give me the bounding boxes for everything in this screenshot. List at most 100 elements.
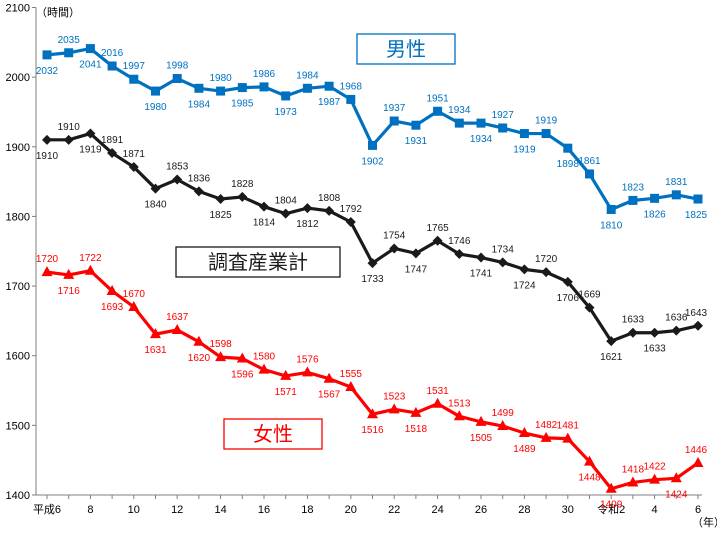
data-point [388, 403, 400, 414]
data-point [541, 129, 551, 139]
data-label: 1984 [188, 99, 211, 110]
data-point [475, 415, 487, 426]
data-label: 1931 [405, 136, 428, 147]
data-point [345, 217, 356, 227]
data-label: 1898 [557, 159, 580, 170]
data-label: 1968 [340, 81, 363, 92]
data-label: 1919 [535, 116, 558, 127]
data-point [606, 336, 617, 347]
data-point [107, 61, 117, 71]
data-point [585, 169, 594, 179]
data-label: 1934 [470, 134, 493, 145]
data-point [432, 235, 443, 246]
data-point [301, 366, 313, 377]
data-label: 1576 [296, 354, 319, 365]
data-label: 1927 [492, 110, 515, 121]
data-label: 1871 [123, 149, 146, 160]
data-label: 1523 [383, 391, 406, 402]
data-point [497, 420, 509, 431]
data-label: 1598 [209, 339, 232, 350]
x-tick-label: 8 [87, 504, 93, 516]
x-tick-label: 24 [431, 504, 443, 516]
data-point [518, 427, 530, 438]
data-label: 1670 [123, 289, 146, 300]
data-label: 1722 [79, 253, 102, 264]
y-tick-label: 2100 [6, 3, 30, 15]
data-label: 1825 [209, 210, 232, 221]
data-point [368, 140, 377, 150]
legend-box [356, 33, 456, 65]
data-point [302, 83, 312, 93]
data-label: 1934 [448, 105, 471, 116]
data-label: 1985 [231, 99, 254, 110]
data-point [151, 86, 160, 96]
data-point [410, 406, 422, 417]
data-point [302, 203, 313, 214]
data-point [258, 363, 270, 374]
x-tick-label: 18 [301, 504, 313, 516]
data-label: 1853 [166, 162, 189, 173]
data-label: 1987 [318, 97, 341, 108]
data-point [670, 472, 682, 483]
data-label: 1823 [622, 182, 645, 193]
data-label: 1754 [383, 230, 406, 241]
data-label: 1637 [166, 312, 189, 323]
data-label: 1516 [361, 425, 384, 436]
data-point [323, 372, 335, 383]
data-label: 1571 [275, 387, 298, 398]
data-label: 1828 [231, 179, 254, 190]
data-label: 1937 [383, 103, 406, 114]
data-label: 1499 [492, 408, 515, 419]
x-axis-unit: （年） [692, 515, 717, 529]
data-label: 1840 [144, 200, 167, 211]
data-label: 1596 [231, 370, 254, 381]
data-label: 1825 [685, 210, 708, 221]
data-label: 1810 [600, 220, 623, 231]
data-label: 1409 [600, 500, 623, 511]
data-point [389, 243, 400, 254]
legend-label: 女性 [253, 422, 293, 446]
series-line [46, 46, 699, 212]
data-point [85, 128, 96, 139]
data-label: 1620 [188, 353, 211, 364]
data-label: 1518 [405, 424, 428, 435]
data-point [454, 249, 465, 260]
data-label: 1448 [578, 473, 601, 484]
data-point [193, 186, 204, 197]
data-label: 1720 [535, 254, 558, 265]
legend-box [175, 246, 341, 278]
data-point [650, 193, 660, 203]
x-tick-label: 16 [258, 504, 270, 516]
data-point [193, 335, 205, 346]
data-label: 1812 [296, 219, 319, 230]
data-point [237, 191, 248, 202]
legend-label: 男性 [386, 37, 426, 61]
data-point [497, 257, 508, 268]
data-label: 1643 [685, 308, 708, 319]
data-point [150, 183, 161, 194]
data-point [324, 81, 334, 91]
x-tick-label: 28 [518, 504, 530, 516]
data-point [540, 431, 552, 442]
data-label: 1633 [622, 315, 645, 326]
data-label: 1891 [101, 135, 124, 146]
data-label: 1980 [144, 102, 167, 113]
y-tick-label: 2000 [6, 72, 30, 84]
data-point [85, 44, 95, 54]
data-label: 1724 [513, 280, 536, 291]
data-point [627, 476, 639, 487]
data-label: 2016 [101, 48, 124, 59]
data-point [106, 284, 118, 295]
data-label: 1418 [622, 464, 645, 475]
data-point [84, 264, 96, 275]
data-label: 1505 [470, 433, 493, 444]
data-point [128, 161, 139, 172]
data-point [410, 248, 421, 259]
data-label: 1633 [643, 344, 666, 355]
data-label: 1631 [144, 345, 167, 356]
data-label: 1424 [665, 489, 688, 500]
data-label: 1986 [253, 69, 276, 80]
y-tick-label: 1600 [6, 351, 30, 363]
data-point [411, 120, 421, 130]
